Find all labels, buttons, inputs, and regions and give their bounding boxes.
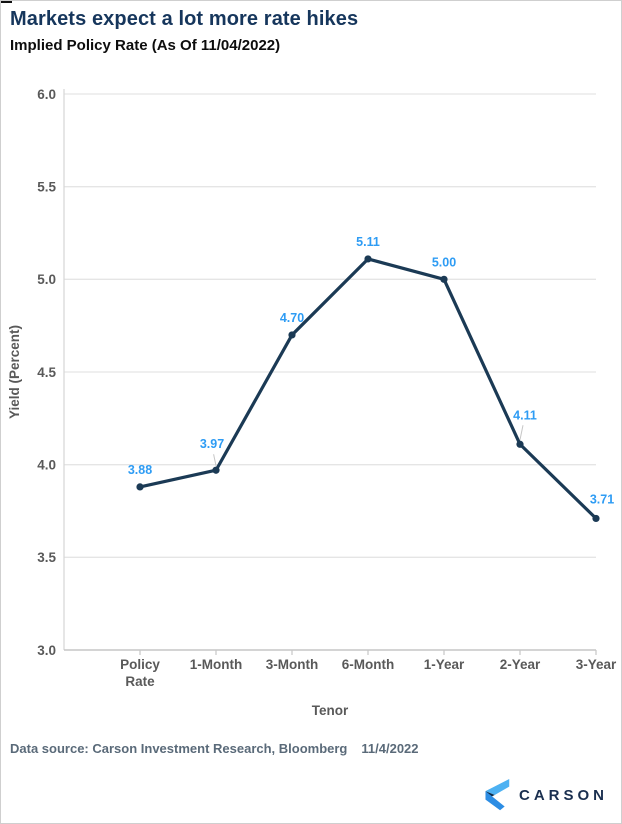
page-title: Markets expect a lot more rate hikes xyxy=(10,8,359,30)
data-point xyxy=(136,483,144,491)
carson-logo-text: CARSON xyxy=(518,786,608,804)
data-label: 4.11 xyxy=(513,408,537,422)
x-tick-label: 1-Year xyxy=(424,657,465,672)
data-point xyxy=(440,275,448,283)
x-tick-label: Policy Rate xyxy=(120,657,160,689)
y-axis-title: Yield (Percent) xyxy=(7,325,22,419)
data-label: 5.00 xyxy=(432,255,456,269)
x-tick-label: 3-Year xyxy=(576,657,617,672)
data-point xyxy=(212,466,220,474)
y-tick-label: 4.0 xyxy=(37,457,56,472)
y-tick-label: 5.5 xyxy=(37,179,56,194)
data-point xyxy=(364,255,372,263)
data-label: 4.70 xyxy=(280,311,304,325)
x-tick-label: 6-Month xyxy=(342,657,394,672)
y-tick-label: 3.5 xyxy=(37,550,56,565)
data-point xyxy=(592,514,600,523)
data-label: 5.11 xyxy=(356,235,380,249)
y-tick-label: 3.0 xyxy=(37,643,56,658)
x-axis-title: Tenor xyxy=(312,703,349,718)
carson-logo-icon xyxy=(485,778,510,811)
label-leader-line xyxy=(519,425,524,440)
logo-bottom-wing xyxy=(485,791,505,811)
data-label: 3.88 xyxy=(128,463,152,477)
y-tick-label: 5.0 xyxy=(37,272,56,287)
data-line xyxy=(138,257,598,521)
footer-date: 11/4/2022 xyxy=(361,741,419,756)
data-source-text: Data source: Carson Investment Research,… xyxy=(10,741,348,756)
data-label: 3.71 xyxy=(590,492,614,506)
data-label: 3.97 xyxy=(200,437,224,451)
data-point xyxy=(516,440,524,448)
footer: Data source: Carson Investment Research,… xyxy=(10,741,419,756)
y-tick-label: 4.5 xyxy=(37,365,56,380)
chart-subtitle: Implied Policy Rate (As Of 11/04/2022) xyxy=(10,37,281,54)
data-point xyxy=(288,331,296,339)
corner-artifact xyxy=(1,1,12,3)
y-tick-label: 6.0 xyxy=(37,87,56,102)
x-tick-label: 3-Month xyxy=(266,657,318,672)
logo-top-wing xyxy=(485,778,510,795)
implied-policy-rate-line-chart: 3.0 3.5 4.0 4.5 5.0 5.5 6.0 Policy Rate 1-Month 3-… xyxy=(7,87,617,718)
x-tick-label: 1-Month xyxy=(190,657,242,672)
carson-logo: CARSON xyxy=(484,777,608,813)
label-leader-line xyxy=(213,454,217,466)
x-tick-label: 2-Year xyxy=(500,657,541,672)
